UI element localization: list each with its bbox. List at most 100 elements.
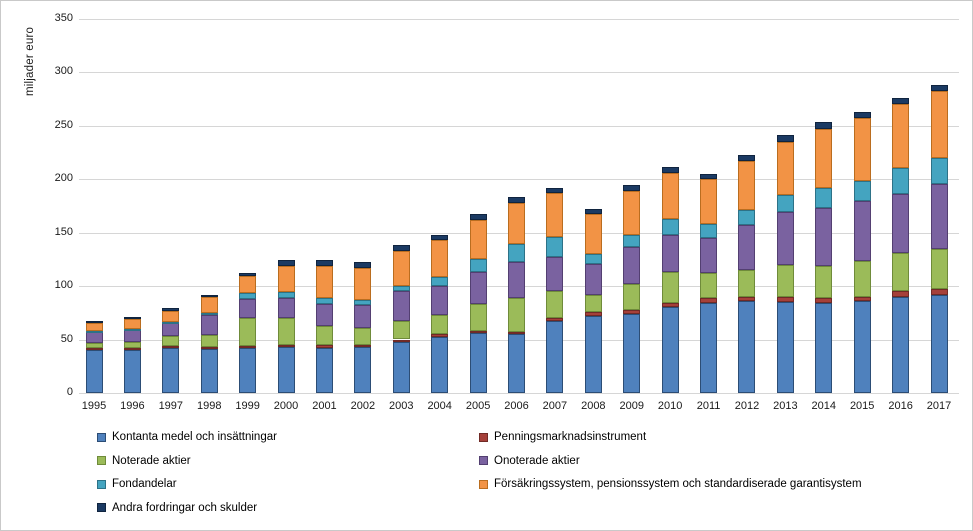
bar-segment-forsakringssystem xyxy=(277,265,295,293)
y-tick-label: 100 xyxy=(54,279,73,291)
bar-segment-penningsmarknadsinstrument xyxy=(584,311,602,316)
x-tick-label: 2002 xyxy=(350,400,376,412)
bar-segment-forsakringssystem xyxy=(85,323,103,331)
bar-segment-noterade-aktier xyxy=(239,318,257,346)
bar-segment-fondandelar xyxy=(431,277,449,286)
bar-segment-noterade-aktier xyxy=(853,261,871,297)
bar-segment-kontanta xyxy=(661,307,679,393)
legend-item: Försäkringssystem, pensionssystem och st… xyxy=(479,478,862,490)
x-tick-label: 2008 xyxy=(581,400,606,412)
gridline xyxy=(79,393,959,394)
gridline xyxy=(79,72,959,73)
bar-segment-penningsmarknadsinstrument xyxy=(930,289,948,295)
legend-label: Noterade aktier xyxy=(112,454,191,467)
bar-segment-kontanta xyxy=(508,334,525,393)
bar-segment-andra-fordringar xyxy=(123,317,141,320)
legend-swatch-icon xyxy=(479,432,488,442)
bar-segment-onoterade-aktier xyxy=(85,332,103,343)
bar-segment-penningsmarknadsinstrument xyxy=(700,297,718,304)
bar-segment-onoterade-aktier xyxy=(354,305,372,328)
bar-segment-onoterade-aktier xyxy=(892,193,910,253)
bar-segment-penningsmarknadsinstrument xyxy=(200,346,218,350)
bar-segment-andra-fordringar xyxy=(85,321,103,324)
bar-segment-onoterade-aktier xyxy=(853,201,871,262)
legend-label: Kontanta medel och insättningar xyxy=(112,431,277,443)
bar-segment-fondandelar xyxy=(469,259,487,273)
bar-segment-kontanta xyxy=(700,303,718,393)
y-tick-label: 250 xyxy=(54,118,73,131)
bar-segment-fondandelar xyxy=(776,195,794,213)
bar-segment-onoterade-aktier xyxy=(162,323,180,337)
bar-segment-noterade-aktier xyxy=(162,336,180,346)
bar-segment-fondandelar xyxy=(354,299,372,306)
bar-segment-noterade-aktier xyxy=(431,314,449,335)
x-tick-label: 2005 xyxy=(465,400,491,412)
bar-segment-kontanta xyxy=(930,294,948,393)
bar-segment-fondandelar xyxy=(584,253,602,264)
bar-segment-penningsmarknadsinstrument xyxy=(815,297,833,304)
bar-segment-forsakringssystem xyxy=(200,296,218,313)
bar-segment-kontanta xyxy=(815,303,833,393)
bar-segment-kontanta xyxy=(584,315,602,393)
bar-segment-noterade-aktier xyxy=(85,342,103,349)
x-tick-label: 2010 xyxy=(657,400,683,412)
bar-segment-noterade-aktier xyxy=(776,264,794,297)
bar-segment-forsakringssystem xyxy=(738,160,756,211)
bar-segment-andra-fordringar xyxy=(738,155,756,161)
x-tick-label: 2016 xyxy=(888,400,913,412)
x-tick-label: 1995 xyxy=(81,400,107,412)
gridline xyxy=(79,179,959,180)
bar-segment-penningsmarknadsinstrument xyxy=(661,303,679,308)
legend-swatch-icon xyxy=(97,432,106,442)
bar-segment-forsakringssystem xyxy=(584,214,602,254)
x-tick-label: 2015 xyxy=(849,400,875,412)
bar-segment-andra-fordringar xyxy=(623,185,641,191)
bar-segment-penningsmarknadsinstrument xyxy=(508,332,525,335)
bar-segment-noterade-aktier xyxy=(623,283,641,310)
legend-label: Fondandelar xyxy=(112,478,177,490)
x-tick-label: 2013 xyxy=(773,400,798,412)
bar-segment-andra-fordringar xyxy=(431,234,449,240)
x-tick-label: 2004 xyxy=(427,400,452,412)
x-tick-label: 2001 xyxy=(312,400,337,412)
legend-item: Noterade aktier xyxy=(97,455,191,467)
bar-segment-penningsmarknadsinstrument xyxy=(392,339,410,342)
legend-item: Onoterade aktier xyxy=(479,455,580,467)
bar-segment-penningsmarknadsinstrument xyxy=(162,345,180,349)
bar-segment-fondandelar xyxy=(277,292,295,298)
bar-segment-kontanta xyxy=(200,349,218,393)
bar-segment-fondandelar xyxy=(508,244,525,263)
bar-segment-noterade-aktier xyxy=(469,304,487,331)
bar-segment-kontanta xyxy=(354,346,372,393)
bar-segment-noterade-aktier xyxy=(892,252,910,292)
bar-segment-onoterade-aktier xyxy=(546,257,564,292)
bar-segment-fondandelar xyxy=(892,168,910,194)
bar-segment-kontanta xyxy=(392,341,410,393)
legend-swatch-icon xyxy=(97,479,106,489)
bar-segment-fondandelar xyxy=(623,234,641,248)
bar-segment-onoterade-aktier xyxy=(584,263,602,295)
bar-segment-fondandelar xyxy=(162,322,180,325)
bar-segment-onoterade-aktier xyxy=(277,297,295,319)
bar-segment-kontanta xyxy=(277,346,295,393)
bar-segment-forsakringssystem xyxy=(162,310,180,323)
x-tick-label: 2000 xyxy=(273,400,299,412)
bar-segment-forsakringssystem xyxy=(776,141,794,196)
legend-label: Penningsmarknadsinstrument xyxy=(494,431,647,443)
bar-segment-noterade-aktier xyxy=(546,291,564,319)
bar-segment-noterade-aktier xyxy=(354,327,372,345)
legend-item: Penningsmarknadsinstrument xyxy=(479,431,646,443)
bar-segment-forsakringssystem xyxy=(546,192,564,237)
bar-segment-onoterade-aktier xyxy=(700,237,718,274)
bar-segment-forsakringssystem xyxy=(354,267,372,300)
bar-segment-forsakringssystem xyxy=(392,250,410,286)
legend-swatch-icon xyxy=(479,479,488,489)
legend-item: Kontanta medel och insättningar xyxy=(97,431,277,443)
bar-segment-kontanta xyxy=(239,348,257,393)
bar-segment-noterade-aktier xyxy=(738,269,756,297)
bar-segment-onoterade-aktier xyxy=(776,212,794,265)
x-tick-label: 2003 xyxy=(389,400,414,412)
legend-item: Andra fordringar och skulder xyxy=(97,502,257,514)
bar-segment-andra-fordringar xyxy=(700,173,718,179)
legend-item: Fondandelar xyxy=(97,478,177,490)
